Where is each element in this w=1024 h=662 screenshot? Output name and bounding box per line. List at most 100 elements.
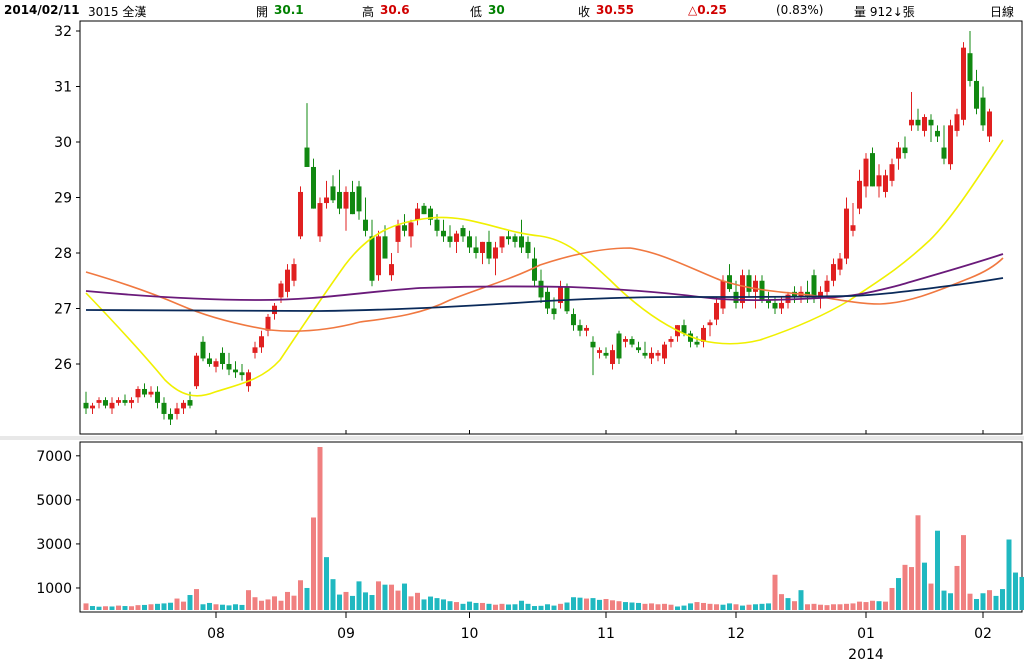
volume-bar <box>603 598 609 610</box>
candle-body <box>779 302 784 309</box>
panel-divider <box>0 436 1024 440</box>
x-year-label: 2014 <box>848 647 884 662</box>
volume-bar <box>798 590 804 610</box>
candle-body <box>818 291 823 298</box>
candle-body <box>974 80 979 109</box>
candle-body <box>707 322 713 326</box>
volume-bar <box>883 601 888 610</box>
open-label: 開 <box>256 5 269 19</box>
change-percent: (0.83%) <box>776 3 824 17</box>
candle-body <box>454 233 459 242</box>
volume-bar <box>720 604 726 610</box>
candle-body <box>428 208 433 220</box>
volume-bar <box>1000 589 1005 610</box>
candle-body <box>265 316 271 331</box>
volume-tick-label: 3000 <box>36 537 72 553</box>
candle-body <box>616 333 622 359</box>
volume-bar <box>532 606 537 610</box>
volume-bar <box>519 600 524 610</box>
candle-body <box>538 280 544 298</box>
candle-body <box>597 350 602 353</box>
candle-body <box>772 302 778 309</box>
candle-body <box>330 186 336 201</box>
volume-bar <box>590 598 596 610</box>
volume-bar <box>285 591 290 610</box>
candle-body <box>909 119 914 126</box>
candle-body <box>382 236 388 259</box>
price-tick-label: 26 <box>54 357 72 373</box>
volume-bar <box>987 590 992 610</box>
volume-bar <box>896 578 901 610</box>
volume-bar <box>636 602 641 610</box>
candle-body <box>564 286 570 312</box>
candle-body <box>421 205 427 215</box>
candle-body <box>480 241 485 253</box>
volume-bar <box>863 602 869 610</box>
candle-body <box>636 347 641 351</box>
candle-body <box>668 339 674 342</box>
candle-body <box>148 391 154 395</box>
volume-bar <box>356 581 362 610</box>
price-tick-label: 31 <box>54 80 72 96</box>
volume-bar <box>246 590 251 610</box>
volume-bar <box>272 596 277 610</box>
candle-body <box>343 191 349 209</box>
candle-body <box>460 228 466 237</box>
volume-bar <box>571 597 576 610</box>
volume-tick-label: 1000 <box>36 581 72 597</box>
volume-bar <box>844 603 849 610</box>
volume-bar <box>233 604 238 610</box>
volume-bar <box>291 595 297 610</box>
volume-bar <box>772 574 778 610</box>
volume-bar <box>96 606 102 610</box>
volume-bar <box>850 603 856 610</box>
candle-body <box>811 275 817 298</box>
volume-bar <box>980 593 986 610</box>
candle-body <box>441 230 446 237</box>
candle-body <box>571 314 576 326</box>
volume-bar <box>259 600 264 610</box>
low-value: 30 <box>488 3 505 17</box>
stock-code-name: 3015 全漢 <box>88 5 147 19</box>
volume-bar <box>473 602 479 610</box>
volume-bar <box>148 604 154 610</box>
volume-bar <box>558 603 563 610</box>
candle-body <box>642 352 648 356</box>
volume-bar <box>941 590 947 610</box>
candle-body <box>629 339 635 345</box>
period-label: 日線 <box>990 5 1015 19</box>
volume-bar <box>655 604 661 610</box>
candle-body <box>402 225 407 231</box>
open-value: 30.1 <box>274 3 304 17</box>
volume-bar <box>311 517 316 610</box>
volume-bar <box>181 601 186 610</box>
volume-bar <box>805 604 810 610</box>
volume-bar <box>142 604 147 610</box>
volume-readout: 量 912↓張 <box>854 5 915 19</box>
volume-bar <box>330 579 336 610</box>
candle-body <box>168 413 173 420</box>
volume-bar <box>831 604 836 610</box>
volume-bar <box>668 604 674 610</box>
volume-bar <box>493 604 498 610</box>
candle-body <box>129 400 134 403</box>
volume-bar <box>857 601 862 610</box>
high-value: 30.6 <box>380 3 410 17</box>
volume-bar <box>954 565 960 610</box>
candle-body <box>226 364 232 370</box>
candle-body <box>116 400 121 403</box>
volume-bar <box>168 602 173 610</box>
candle-body <box>928 119 934 126</box>
candle-body <box>447 236 453 242</box>
volume-bar <box>733 604 739 610</box>
volume-bar <box>1019 576 1024 610</box>
volume-bar <box>239 604 245 610</box>
volume-bar <box>792 601 797 610</box>
price-y-axis: 26 27 28 29 30 31 32 <box>54 24 80 373</box>
candle-body <box>96 400 102 403</box>
candle-body <box>291 264 297 281</box>
volume-bar <box>265 599 271 610</box>
candle-body <box>623 339 628 342</box>
candle-body <box>220 352 225 364</box>
